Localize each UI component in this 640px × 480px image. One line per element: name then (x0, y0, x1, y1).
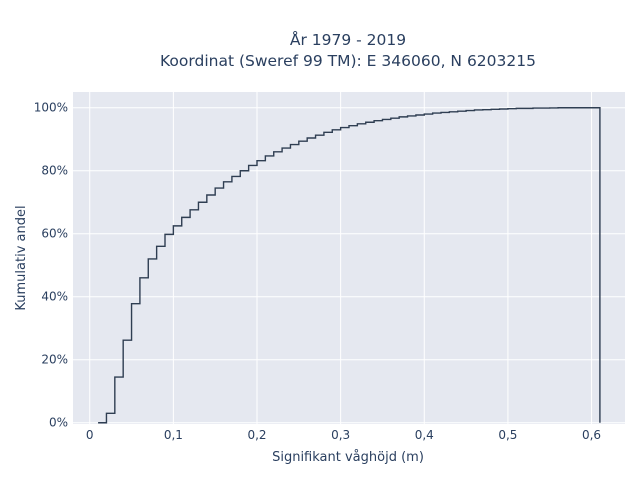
x-axis-title: Signifikant våghöjd (m) (272, 450, 424, 465)
y-tick-labels: 0% 20% 40% 60% 80% 100% (34, 101, 68, 430)
x-tick-label: 0,2 (247, 428, 266, 442)
chart-title-line-1: År 1979 - 2019 (290, 30, 406, 49)
y-tick-label: 40% (41, 290, 68, 304)
chart-title-line-2: Koordinat (Sweref 99 TM): E 346060, N 62… (160, 52, 536, 70)
y-axis-title: Kumulativ andel (14, 205, 29, 310)
plot-area (73, 92, 625, 424)
x-tick-label: 0,6 (582, 428, 601, 442)
y-tick-label: 20% (41, 353, 68, 367)
x-tick-label: 0,3 (331, 428, 350, 442)
series-layer (98, 107, 601, 424)
y-tick-label: 100% (34, 101, 68, 115)
x-tick-label: 0,5 (498, 428, 517, 442)
x-tick-label: 0,4 (415, 428, 434, 442)
x-tick-label: 0 (86, 428, 94, 442)
x-gridlines (89, 92, 593, 424)
x-tick-labels: 0 0,1 0,2 0,3 0,4 0,5 0,6 (86, 428, 601, 442)
y-tick-label: 0% (49, 416, 68, 430)
y-tick-label: 80% (41, 164, 68, 178)
x-tick-label: 0,1 (164, 428, 183, 442)
cumulative-step-line (98, 107, 601, 424)
y-tick-label: 60% (41, 227, 68, 241)
